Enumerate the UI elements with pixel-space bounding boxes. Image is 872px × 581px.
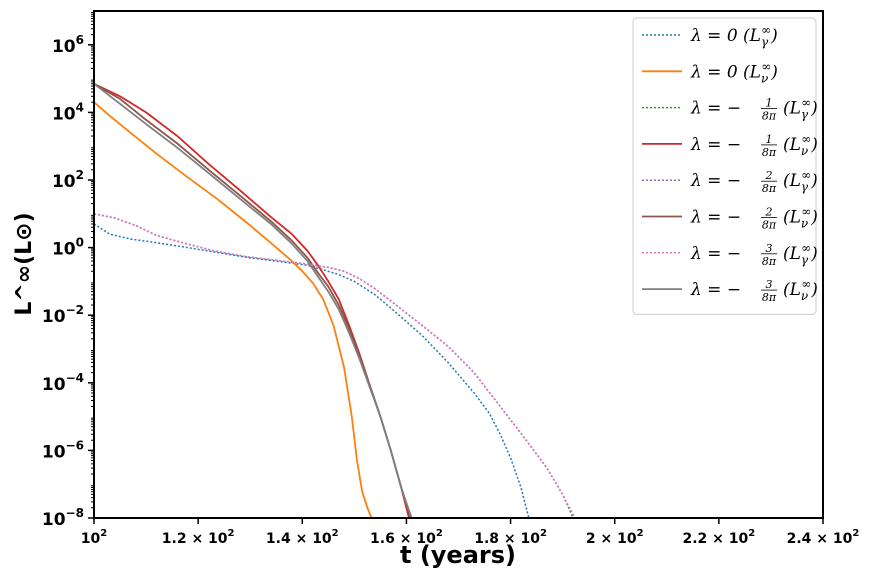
legend-luminosity: (Lν∞) xyxy=(783,277,818,303)
y-axis-ticks: 106 104 102 100 10−2 10−4 10−6 10−8 xyxy=(42,12,94,530)
x-tick-label: 2.2 × 102 xyxy=(682,528,755,547)
y-tick-label: 106 xyxy=(52,33,84,57)
series-line-2 xyxy=(94,101,373,518)
y-tick-label: 10−8 xyxy=(42,506,84,530)
x-tick-label: 1.4 × 102 xyxy=(266,528,339,547)
legend-fraction-denominator: 8π xyxy=(762,146,777,159)
x-tick-label: 102 xyxy=(81,528,107,547)
x-tick-label: 2.4 × 102 xyxy=(787,528,860,547)
y-tick-label: 10−6 xyxy=(42,438,84,462)
legend-fraction-numerator: 3 xyxy=(766,242,773,255)
legend-fraction-numerator: 2 xyxy=(765,206,773,219)
legend-fraction-denominator: 8π xyxy=(762,219,777,232)
x-tick-label: 1.8 × 102 xyxy=(474,528,547,547)
legend: λ = 0 (Lγ∞)λ = 0 (Lν∞)λ = − 18π (Lγ∞)λ = … xyxy=(632,17,818,315)
legend-luminosity: (Lγ∞) xyxy=(783,96,818,122)
legend-label: λ = − xyxy=(690,244,777,264)
legend-fraction-numerator: 3 xyxy=(766,278,773,291)
y-tick-label: 10−4 xyxy=(42,371,84,395)
legend-luminosity: (Lν∞) xyxy=(783,132,818,158)
x-tick-label: 1.6 × 102 xyxy=(370,528,443,547)
legend-label: λ = 0 (Lγ∞) xyxy=(690,23,778,49)
legend-luminosity: (Lγ∞) xyxy=(783,241,818,267)
legend-label: λ = − xyxy=(690,280,777,300)
legend-fraction-numerator: 1 xyxy=(766,97,773,110)
y-tick-label: 104 xyxy=(52,100,84,124)
legend-label: λ = 0 (Lν∞) xyxy=(690,59,778,85)
y-tick-label: 10−2 xyxy=(42,303,84,327)
legend-luminosity: (Lν∞) xyxy=(783,205,818,231)
x-axis-ticks: 102 1.2 × 102 1.4 × 102 1.6 × 102 1.8 × 102 2… xyxy=(81,518,860,547)
legend-box xyxy=(632,17,817,315)
x-tick-label: 2 × 102 xyxy=(586,528,644,547)
legend-fraction-denominator: 8π xyxy=(762,291,777,304)
legend-label: λ = − xyxy=(690,135,777,155)
y-axis-label: L^∞(L⊙) xyxy=(12,212,37,315)
legend-fraction-denominator: 8π xyxy=(762,110,777,123)
x-tick-label: 1.2 × 102 xyxy=(162,528,235,547)
legend-label: λ = − xyxy=(690,208,777,228)
series-layer xyxy=(94,82,576,518)
legend-fraction-numerator: 2 xyxy=(765,169,773,182)
y-tick-label: 102 xyxy=(52,168,84,192)
legend-label: λ = − xyxy=(690,171,777,191)
x-axis-label: t (years) xyxy=(400,541,516,569)
legend-label: λ = − xyxy=(690,99,777,119)
plot-frame xyxy=(93,10,824,519)
y-tick-label: 100 xyxy=(52,236,84,260)
legend-fraction-denominator: 8π xyxy=(762,255,777,268)
legend-luminosity: (Lγ∞) xyxy=(783,168,818,194)
legend-fraction-numerator: 1 xyxy=(766,133,773,146)
legend-fraction-denominator: 8π xyxy=(762,182,777,195)
series-line-8 xyxy=(94,83,413,518)
series-line-1 xyxy=(94,223,530,518)
